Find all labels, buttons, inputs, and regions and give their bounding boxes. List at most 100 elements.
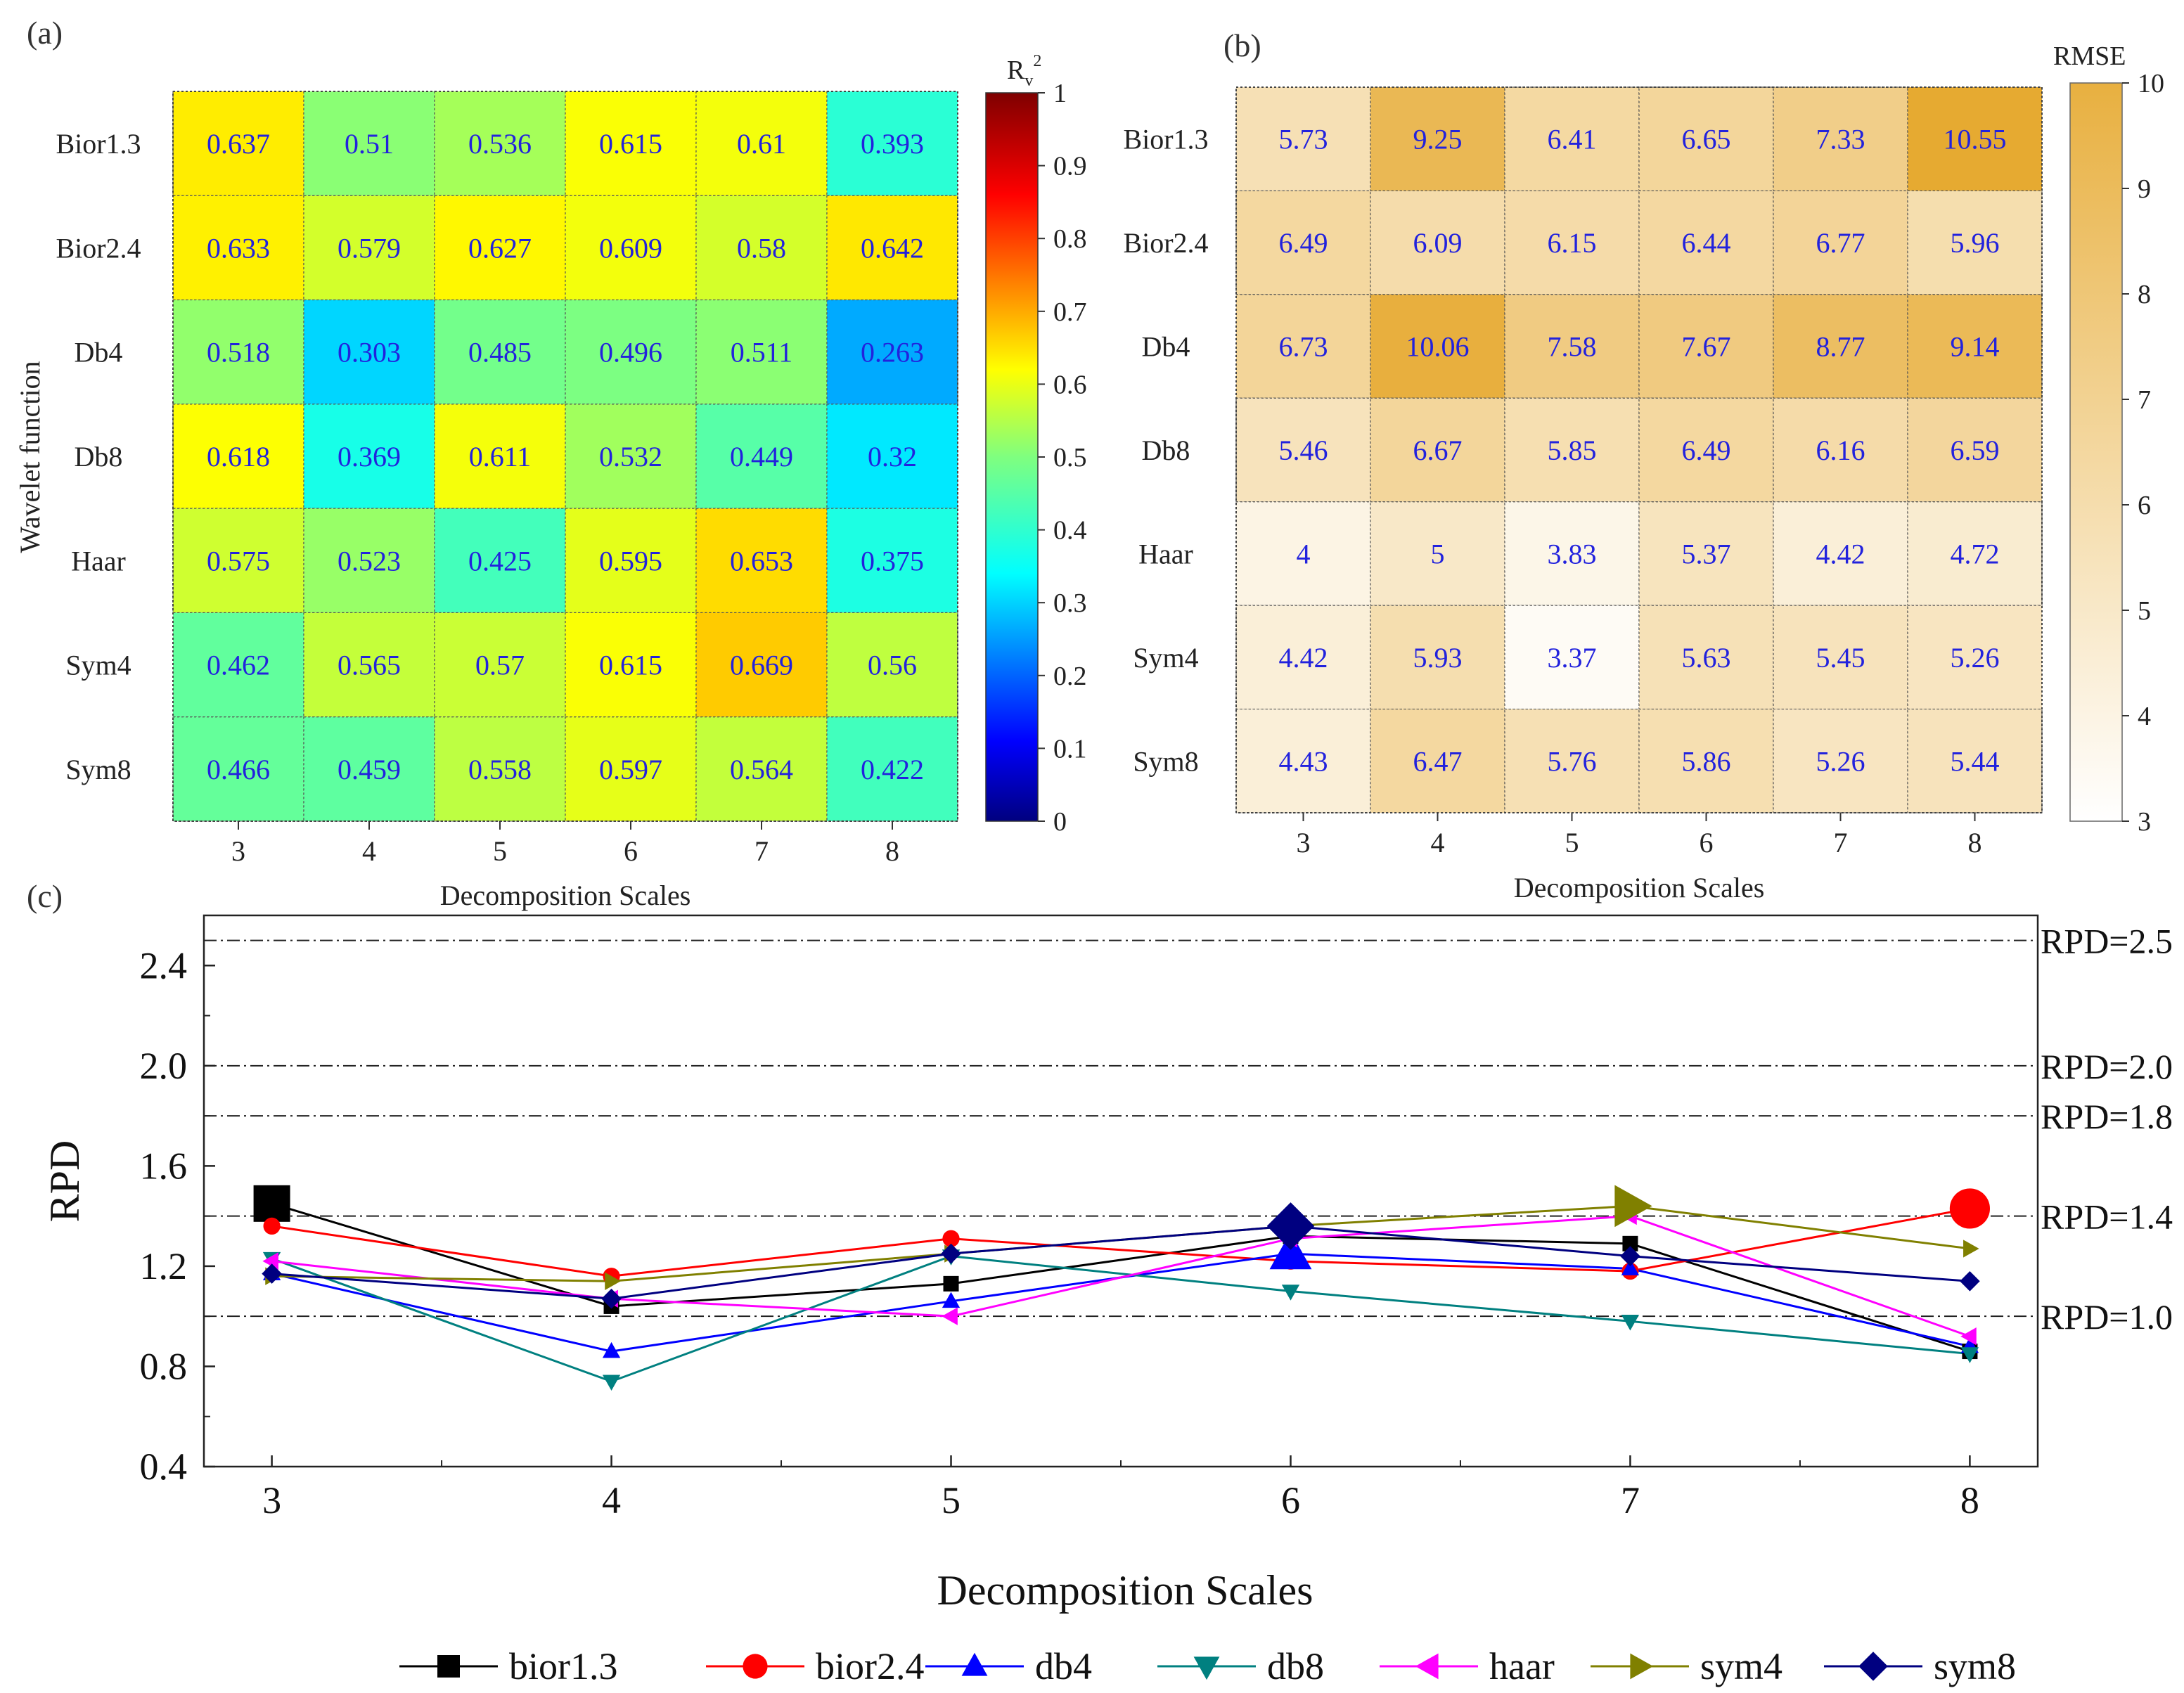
colorbar-a-tick-label: 0 xyxy=(1053,807,1067,837)
heatmap-a-cell xyxy=(826,91,958,196)
heatmap-a-value: 0.532 xyxy=(599,441,662,472)
heatmap-b-cell xyxy=(1907,294,2043,399)
heatmap-b-value: 3.37 xyxy=(1548,642,1597,674)
heatmap-b-cell xyxy=(1235,86,1371,192)
heatmap-a-value: 0.462 xyxy=(207,650,270,681)
y-tick-label: 0.4 xyxy=(140,1446,188,1488)
series-marker-sym8 xyxy=(1960,1270,1980,1292)
colorbar-a-tick-label: 0.9 xyxy=(1053,152,1087,181)
heatmap-b-value: 5.26 xyxy=(1816,745,1865,777)
colorbar-a-tick-label: 0.2 xyxy=(1053,662,1087,691)
line-c-frame xyxy=(203,914,2039,1468)
heatmap-b-value: 6.59 xyxy=(1951,434,2000,466)
heatmap-b-value: 5.45 xyxy=(1816,642,1865,674)
y-tick-label: 1.6 xyxy=(140,1145,188,1187)
heatmap-b-cell xyxy=(1370,708,1505,813)
series-marker-db8 xyxy=(1621,1314,1640,1331)
series-marker-haar xyxy=(942,1307,958,1325)
colorbar-a-tick-label: 0.8 xyxy=(1053,224,1087,254)
heatmap-b-value: 6.65 xyxy=(1682,124,1731,155)
heatmap-b-cell xyxy=(1370,605,1505,710)
heatmap-b-value: 6.73 xyxy=(1279,331,1328,363)
heatmap-b-cell xyxy=(1235,190,1371,295)
heatmap-b-value: 6.47 xyxy=(1413,745,1463,777)
series-marker-haar xyxy=(262,1252,278,1270)
heatmap-b-value: 5.76 xyxy=(1548,745,1597,777)
heatmap-b-cell xyxy=(1907,605,2043,710)
heatmap-a-cell xyxy=(303,195,435,301)
heatmap-b-row-label: Sym4 xyxy=(1133,642,1198,674)
heatmap-a-value: 0.575 xyxy=(207,545,270,577)
heatmap-b-value: 4.43 xyxy=(1279,745,1328,777)
heatmap-a-cell xyxy=(695,508,828,614)
heatmap-a-value: 0.565 xyxy=(338,650,401,681)
series-marker-sym8 xyxy=(262,1263,282,1284)
heatmap-a-value: 0.51 xyxy=(345,128,394,160)
heatmap-b-value: 5.85 xyxy=(1548,434,1597,466)
heatmap-b-value: 7.33 xyxy=(1816,124,1865,155)
heatmap-a-cell xyxy=(172,404,304,509)
heatmap-a-x-tick-label: 7 xyxy=(754,835,769,867)
panel-label-c: (c) xyxy=(27,878,63,914)
heatmap-b-x-tick-label: 5 xyxy=(1565,827,1579,858)
heatmap-b-x-tick-label: 8 xyxy=(1968,827,1982,858)
series-marker-db4 xyxy=(1621,1259,1640,1275)
heatmap-b-value: 5.44 xyxy=(1951,745,2000,777)
series-marker-bior1.3 xyxy=(943,1275,959,1292)
heatmap-a-value: 0.609 xyxy=(599,232,662,264)
heatmap-b-value: 9.14 xyxy=(1951,331,2000,363)
heatmap-b-value: 6.49 xyxy=(1682,434,1731,466)
heatmap-a-cell xyxy=(695,91,828,196)
x-tick-label: 8 xyxy=(1960,1479,1979,1521)
heatmap-a-value: 0.263 xyxy=(861,337,924,368)
heatmap-b-value: 6.09 xyxy=(1413,227,1463,259)
heatmap-a-cell xyxy=(434,508,566,614)
colorbar-a-tick-label: 0.3 xyxy=(1053,588,1087,618)
heatmap-a-cell xyxy=(695,299,828,405)
heatmap-a-row-label: Bior2.4 xyxy=(56,232,141,264)
y-tick-label: 1.2 xyxy=(140,1245,188,1287)
colorbar-a-title: Rv2 xyxy=(1007,52,1041,90)
heatmap-a-cell xyxy=(303,404,435,509)
panel-label-a: (a) xyxy=(27,15,63,51)
line-c-xlabel: Decomposition Scales xyxy=(937,1567,1313,1614)
heatmap-a-cell xyxy=(434,716,566,822)
heatmap-a-value: 0.653 xyxy=(730,545,793,577)
series-marker-sym4 xyxy=(1614,1185,1652,1228)
heatmap-b-value: 4.72 xyxy=(1951,538,2000,569)
heatmap-b-value: 5.37 xyxy=(1682,538,1731,569)
heatmap-a-cell xyxy=(695,404,828,509)
series-line-bior2.4 xyxy=(271,1207,1970,1277)
heatmap-a-cell xyxy=(172,716,304,822)
heatmap-panel-b: 5.73 9.25 6.41 6.65 7.33 10.55 6.49 6.09 6.15 6.4… xyxy=(1123,41,2164,903)
heatmap-b-value: 5.26 xyxy=(1951,642,2000,674)
heatmap-a-value: 0.615 xyxy=(599,650,662,681)
heatmap-a-cell xyxy=(565,508,697,614)
heatmap-b-row-label: Bior1.3 xyxy=(1123,124,1208,155)
reference-line-label: RPD=1.8 xyxy=(2041,1097,2173,1136)
reference-line-label: RPD=1.0 xyxy=(2041,1297,2173,1337)
heatmap-a-cell xyxy=(303,91,435,196)
legend-label: bior1.3 xyxy=(509,1645,618,1687)
heatmap-a-value: 0.303 xyxy=(338,337,401,368)
heatmap-a-cell xyxy=(565,612,697,718)
heatmap-a-value: 0.496 xyxy=(599,337,662,368)
heatmap-a-xlabel: Decomposition Scales xyxy=(440,880,691,911)
heatmap-a-cell xyxy=(172,612,304,718)
series-marker-sym4 xyxy=(605,1272,621,1290)
heatmap-b-cell xyxy=(1773,605,1908,710)
heatmap-b-value: 6.67 xyxy=(1413,434,1463,466)
series-marker-haar xyxy=(1960,1327,1977,1346)
heatmap-b-value: 10.55 xyxy=(1944,124,2007,155)
heatmap-a-cell xyxy=(172,299,304,405)
x-tick-label: 7 xyxy=(1621,1479,1640,1521)
colorbar-b-title: RMSE xyxy=(2053,41,2126,71)
legend-label: sym4 xyxy=(1700,1645,1782,1687)
legend-marker-db8 xyxy=(1193,1656,1220,1680)
heatmap-a-value: 0.579 xyxy=(338,232,401,264)
colorbar-b-gradient xyxy=(2069,82,2123,822)
heatmap-b-cell xyxy=(1504,397,1640,503)
heatmap-b-cell xyxy=(1504,190,1640,295)
series-line-sym8 xyxy=(271,1225,1970,1300)
heatmap-a-value: 0.425 xyxy=(468,545,532,577)
